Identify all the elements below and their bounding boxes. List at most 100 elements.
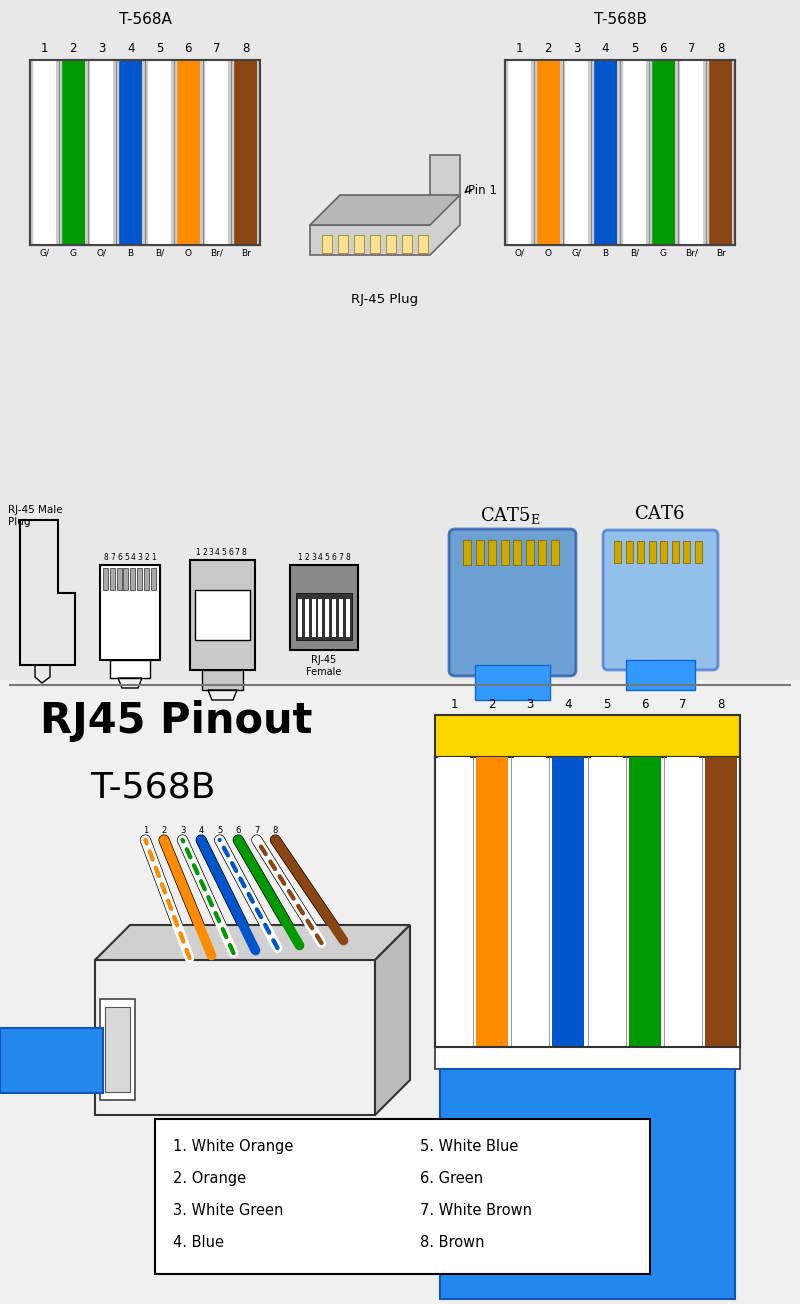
Bar (590, 1024, 622, 1035)
Bar (566, 180, 588, 188)
Bar (566, 203, 588, 213)
Bar (590, 759, 622, 771)
Bar (623, 68, 646, 76)
Bar (680, 93, 703, 100)
Bar (666, 987, 699, 999)
Bar (508, 61, 531, 244)
Bar (501, 540, 509, 565)
Bar (566, 100, 588, 108)
Bar (680, 188, 703, 196)
Bar (234, 61, 257, 244)
Text: 3: 3 (209, 548, 214, 557)
Text: Br: Br (241, 249, 250, 258)
Bar (33, 83, 56, 93)
Bar (566, 76, 588, 83)
Bar (680, 108, 703, 116)
Bar (33, 188, 56, 196)
Bar (206, 68, 228, 76)
Bar (438, 807, 470, 819)
Bar (33, 68, 56, 76)
Bar (325, 599, 330, 636)
Bar (566, 172, 588, 180)
Text: $\mathregular{C}$$\mathregular{AT5}$$\mathregular{_E}$: $\mathregular{C}$$\mathregular{AT5}$$\ma… (480, 505, 540, 526)
Bar (626, 541, 633, 563)
Text: 4: 4 (318, 553, 323, 562)
Text: 7: 7 (688, 42, 696, 55)
Bar (666, 962, 699, 975)
Text: O: O (185, 249, 192, 258)
Bar (514, 987, 546, 999)
Polygon shape (375, 925, 410, 1115)
Bar (514, 999, 546, 1011)
Bar (438, 902, 470, 915)
Bar (590, 807, 622, 819)
Text: 8: 8 (242, 42, 250, 55)
Bar (90, 172, 114, 180)
Bar (90, 116, 114, 124)
Bar (332, 599, 336, 636)
Text: 6: 6 (117, 553, 122, 562)
Bar (508, 100, 531, 108)
Bar (623, 61, 646, 68)
Bar (508, 116, 531, 124)
Polygon shape (0, 1029, 103, 1093)
Bar (386, 235, 396, 253)
Bar (90, 61, 114, 68)
Bar (514, 962, 546, 975)
Bar (119, 61, 142, 244)
Bar (206, 61, 228, 68)
Text: 2: 2 (70, 42, 77, 55)
Bar (623, 220, 646, 228)
Text: 6: 6 (331, 553, 337, 562)
Text: 7: 7 (679, 698, 686, 711)
Bar (666, 758, 699, 1047)
Polygon shape (310, 196, 460, 226)
Bar (33, 61, 56, 68)
Text: 8: 8 (273, 825, 278, 835)
FancyBboxPatch shape (449, 529, 576, 675)
Bar (514, 891, 546, 902)
Bar (148, 213, 171, 220)
Bar (508, 132, 531, 140)
Bar (290, 565, 358, 649)
Bar (206, 132, 228, 140)
Text: 6: 6 (184, 42, 192, 55)
Text: 3: 3 (98, 42, 106, 55)
Text: 3: 3 (573, 42, 581, 55)
Bar (566, 228, 588, 236)
Bar (680, 196, 703, 203)
Bar (623, 188, 646, 196)
FancyBboxPatch shape (603, 529, 718, 670)
Text: 1: 1 (196, 548, 200, 557)
Text: B/: B/ (155, 249, 164, 258)
Bar (680, 132, 703, 140)
Bar (148, 180, 171, 188)
Bar (148, 124, 171, 132)
Bar (514, 771, 546, 782)
Text: 4: 4 (127, 42, 134, 55)
Bar (148, 156, 171, 164)
Bar (508, 164, 531, 172)
Bar (148, 83, 171, 93)
Text: 8: 8 (718, 698, 725, 711)
Text: 3: 3 (311, 553, 316, 562)
Bar (90, 68, 114, 76)
Bar (680, 164, 703, 172)
Bar (438, 962, 470, 975)
Bar (623, 156, 646, 164)
Bar (623, 61, 646, 244)
Bar (90, 93, 114, 100)
Bar (117, 569, 122, 589)
Bar (623, 172, 646, 180)
Bar (514, 758, 546, 759)
Bar (100, 565, 160, 660)
Bar (33, 172, 56, 180)
Bar (680, 213, 703, 220)
Bar (566, 61, 588, 244)
Bar (680, 140, 703, 147)
Text: 5: 5 (325, 553, 330, 562)
Bar (33, 108, 56, 116)
Bar (206, 147, 228, 156)
Bar (90, 124, 114, 132)
Bar (475, 665, 550, 700)
